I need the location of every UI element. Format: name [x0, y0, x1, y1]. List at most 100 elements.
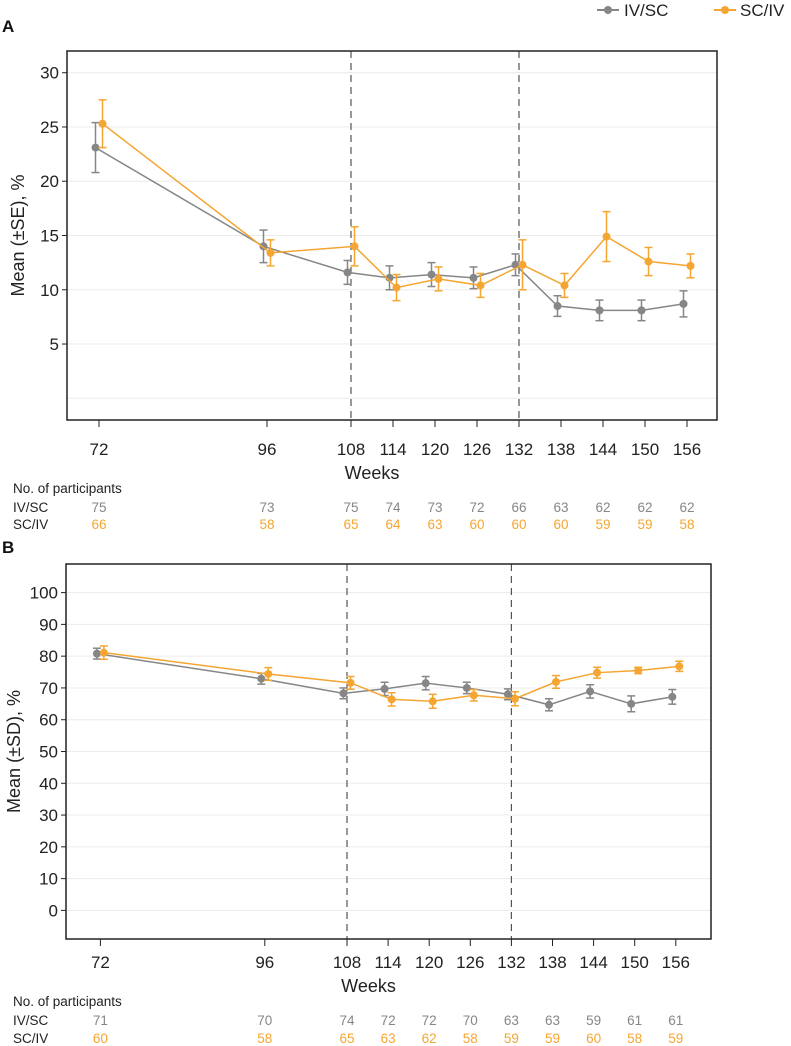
- x-tick-label: 156: [673, 440, 701, 459]
- data-point: [469, 273, 478, 282]
- plot-frame: [66, 50, 718, 421]
- participant-count: 65: [343, 517, 358, 532]
- x-tick-label: 132: [505, 440, 533, 459]
- participant-count: 73: [427, 500, 442, 515]
- participant-count: 59: [504, 1031, 519, 1046]
- participant-count: 59: [545, 1031, 560, 1046]
- y-tick-label: 100: [30, 584, 58, 603]
- data-point: [92, 649, 101, 658]
- data-point: [343, 268, 352, 277]
- panel-b: B 0 10 20 30 40 50 60 70 80 90 100 72 96 108 114 120 126 1…: [2, 538, 712, 1046]
- panel-label: B: [2, 538, 14, 557]
- participant-count: 70: [257, 1013, 272, 1028]
- participant-count: 58: [257, 1031, 272, 1046]
- data-point: [392, 283, 401, 292]
- x-tick-label: 72: [90, 440, 109, 459]
- participant-count: 63: [504, 1013, 519, 1028]
- x-tick-label: 150: [631, 440, 659, 459]
- participant-count: 75: [343, 500, 358, 515]
- data-point: [675, 662, 684, 671]
- data-point: [421, 679, 430, 688]
- y-tick-label: 30: [39, 806, 58, 825]
- legend-marker-iv-sc: [604, 6, 612, 14]
- x-tick-label: 132: [497, 953, 525, 972]
- legend-marker-sc-iv: [721, 6, 729, 14]
- x-tick-label: 114: [379, 440, 406, 459]
- data-point: [264, 669, 273, 678]
- legend-item-sc-iv: SC/IV: [714, 1, 785, 20]
- y-tick-label: 0: [49, 901, 58, 920]
- data-point: [545, 700, 553, 709]
- data-point: [99, 648, 108, 657]
- data-point: [510, 694, 519, 703]
- legend-label-sc-iv: SC/IV: [740, 1, 785, 20]
- y-axis-title: Mean (±SD), %: [4, 690, 24, 813]
- x-tick-label: 138: [547, 440, 575, 459]
- x-tick-label: 138: [538, 953, 566, 972]
- data-point: [593, 668, 602, 677]
- participant-count: 59: [595, 517, 610, 532]
- data-point: [595, 306, 604, 315]
- participants-row-label: SC/IV: [13, 1031, 48, 1046]
- data-point: [434, 274, 443, 283]
- participant-count: 72: [381, 1013, 396, 1028]
- participant-count: 58: [679, 517, 694, 532]
- data-point: [602, 232, 611, 241]
- x-tick-label: 144: [589, 440, 617, 459]
- participant-count: 74: [385, 500, 401, 515]
- participant-count: 62: [422, 1031, 437, 1046]
- data-point: [427, 270, 436, 279]
- participant-count: 59: [637, 517, 652, 532]
- participant-count: 62: [637, 500, 652, 515]
- data-point: [428, 697, 437, 706]
- y-tick-label: 90: [39, 615, 58, 634]
- data-point: [380, 684, 389, 693]
- y-tick-label: 10: [39, 870, 58, 889]
- x-tick-label: 96: [255, 953, 274, 972]
- legend-item-iv-sc: IV/SC: [597, 1, 668, 20]
- participant-count: 59: [668, 1031, 683, 1046]
- participant-count: 60: [553, 517, 568, 532]
- x-tick-label: 96: [258, 440, 277, 459]
- x-axis-title: Weeks: [341, 976, 396, 996]
- data-point: [586, 687, 595, 696]
- participant-count: 65: [339, 1031, 354, 1046]
- x-tick-label: 72: [91, 953, 110, 972]
- data-point: [350, 242, 359, 251]
- series-sc-iv: [99, 645, 684, 710]
- data-point: [339, 689, 348, 698]
- participant-count: 60: [511, 517, 526, 532]
- participant-count: 60: [93, 1031, 108, 1046]
- participant-count: 64: [385, 517, 401, 532]
- data-point: [627, 699, 636, 708]
- data-point: [503, 690, 512, 699]
- panel-label: A: [2, 17, 14, 36]
- data-point: [469, 691, 478, 700]
- participant-count: 63: [553, 500, 568, 515]
- y-tick-label: 5: [50, 335, 59, 354]
- data-point: [560, 281, 569, 290]
- y-tick-label: 50: [39, 743, 58, 762]
- participant-count: 63: [381, 1031, 396, 1046]
- data-point: [387, 695, 396, 704]
- participant-count: 60: [586, 1031, 601, 1046]
- data-point: [346, 678, 355, 687]
- x-tick-label: 120: [415, 953, 443, 972]
- data-point: [476, 281, 485, 290]
- data-point: [686, 261, 695, 270]
- participants-title: No. of participants: [13, 481, 122, 496]
- data-point: [679, 299, 688, 308]
- participant-count: 62: [595, 500, 610, 515]
- y-tick-label: 25: [40, 118, 59, 137]
- data-point: [553, 302, 562, 311]
- y-tick-label: 30: [40, 64, 59, 83]
- data-point: [637, 306, 646, 315]
- x-tick-label: 126: [456, 953, 484, 972]
- participant-count: 72: [422, 1013, 437, 1028]
- legend: IV/SC SC/IV: [597, 1, 785, 20]
- participant-count: 75: [91, 500, 106, 515]
- data-point: [552, 677, 560, 686]
- participants-row-label: SC/IV: [13, 517, 48, 532]
- y-axis-title: Mean (±SE), %: [8, 175, 28, 297]
